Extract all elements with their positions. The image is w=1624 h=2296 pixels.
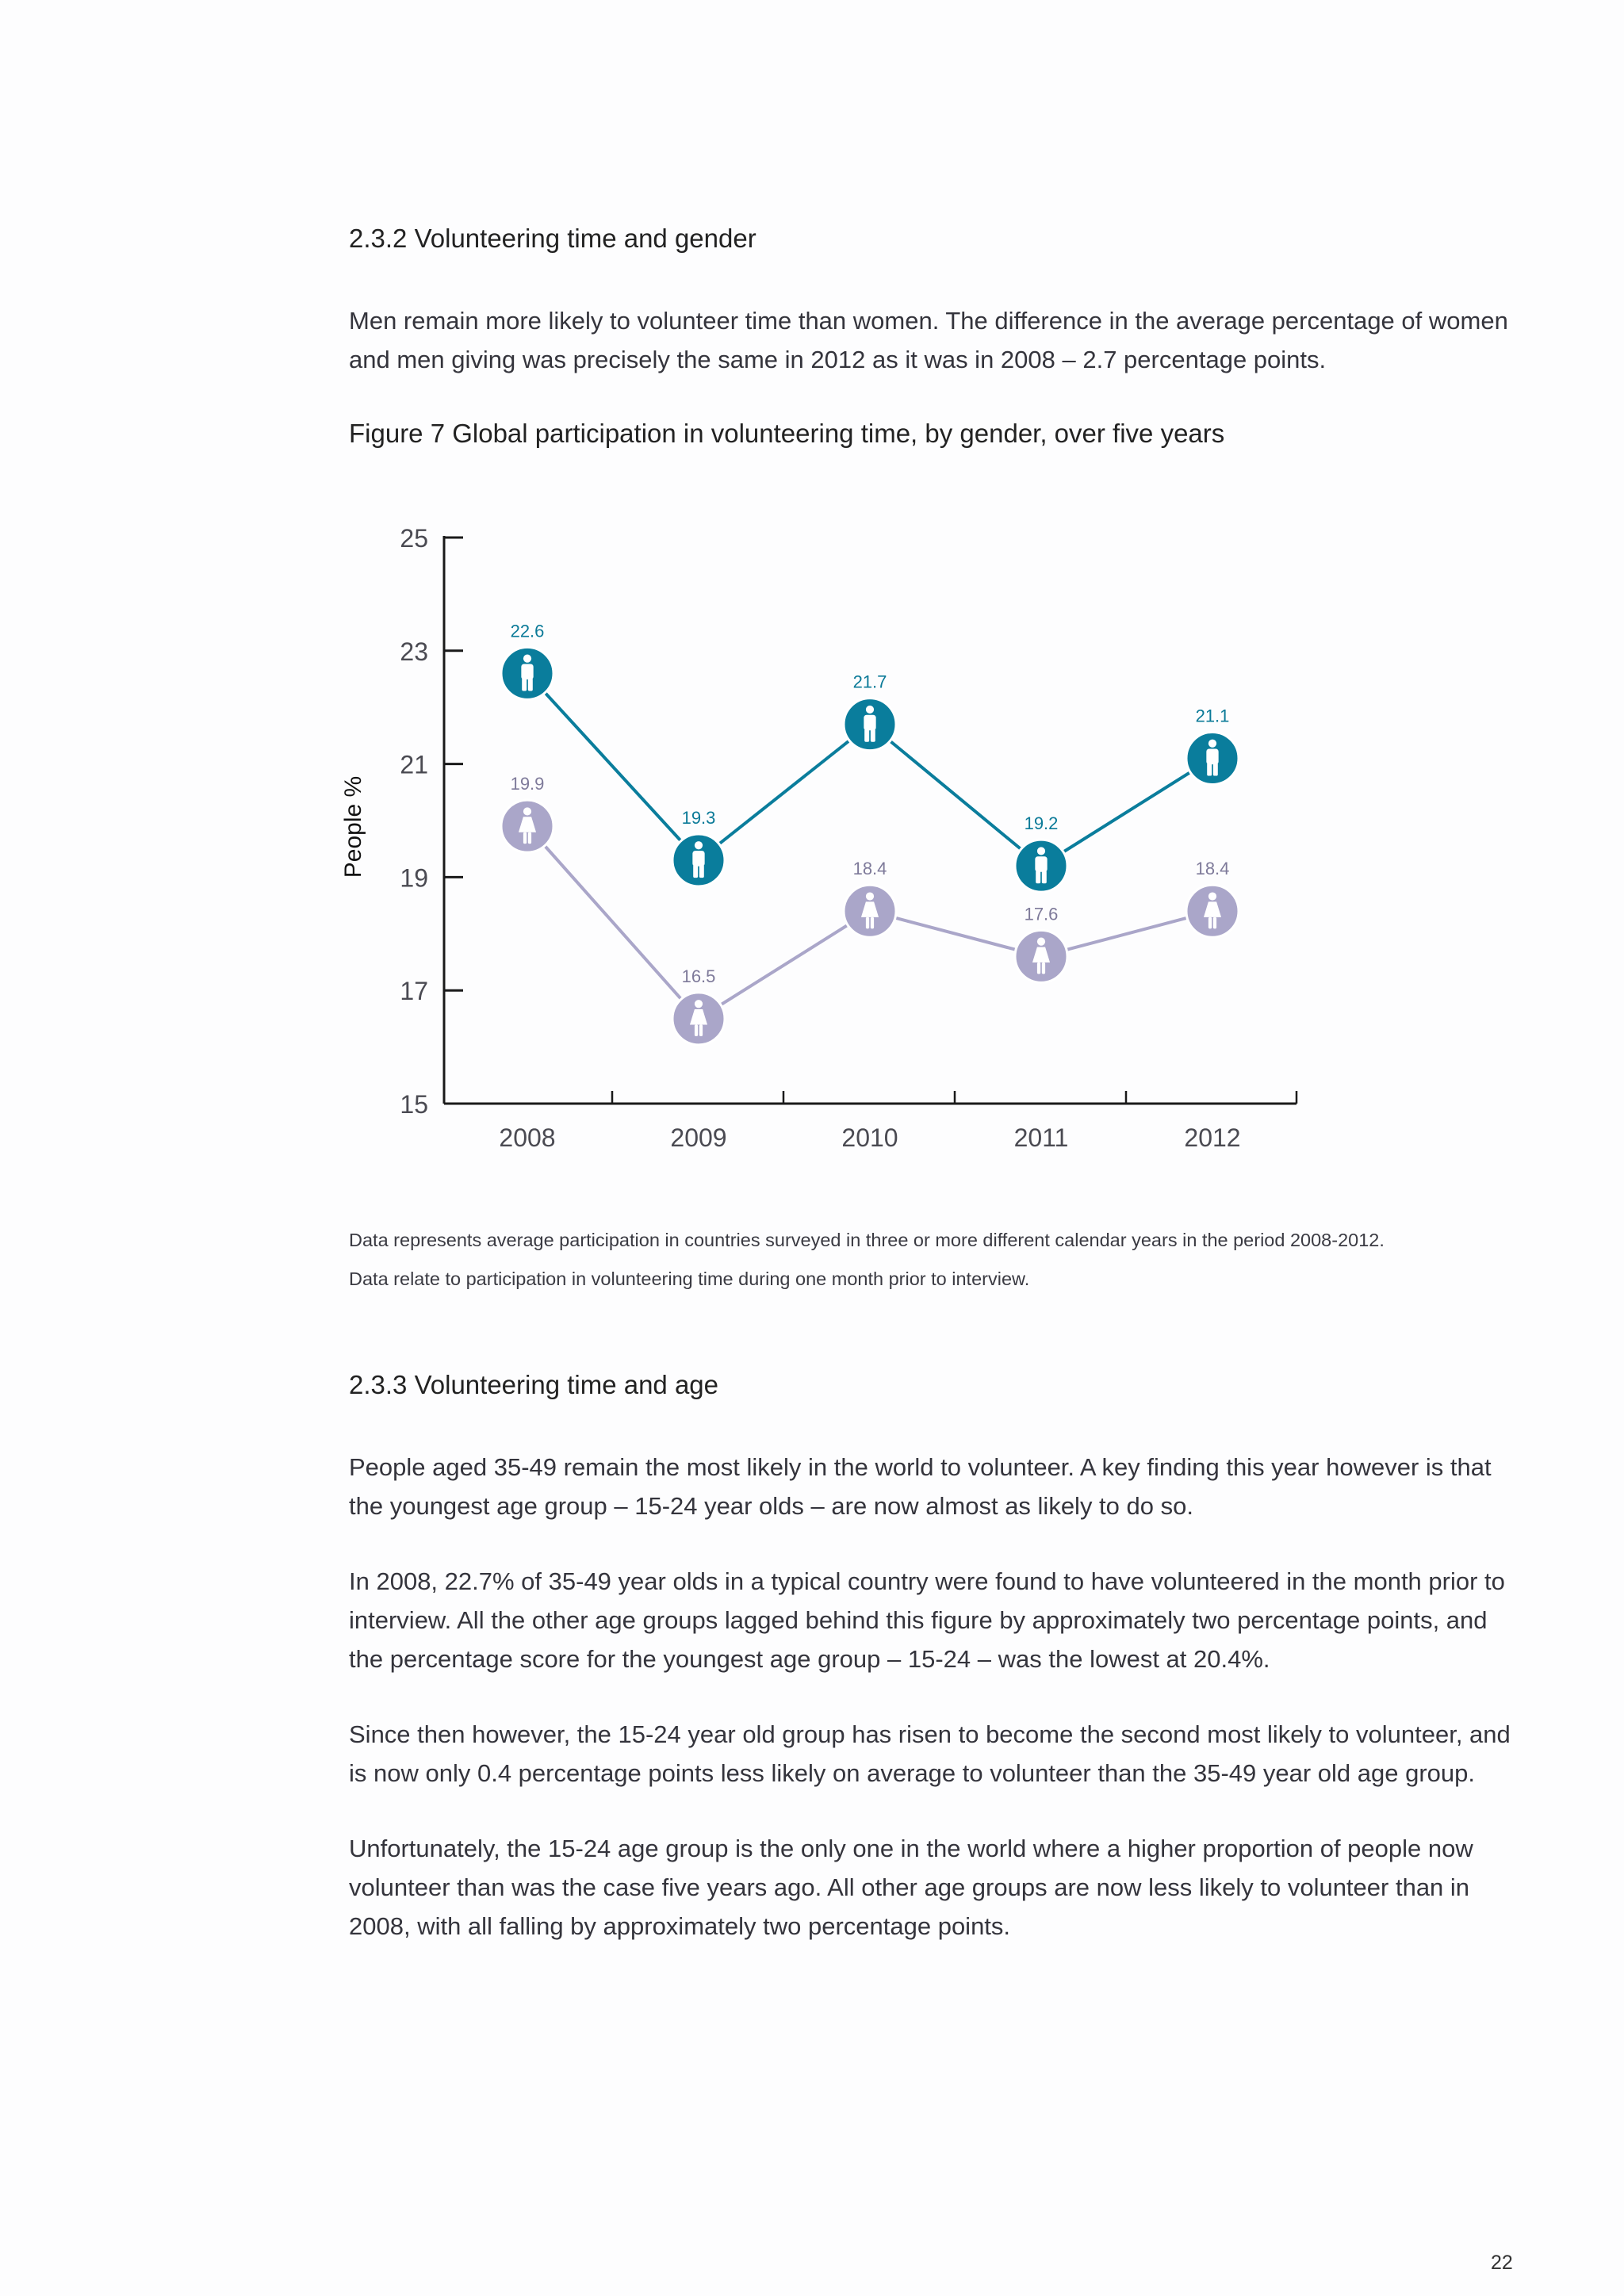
section-2-3-3: 2.3.3 Volunteering time and age — [349, 1370, 1522, 1400]
men-data-point — [500, 645, 555, 701]
age-paragraph-3: Since then however, the 15-24 year old g… — [349, 1720, 1511, 1787]
men-data-point — [842, 697, 898, 752]
age-paragraph-1: People aged 35-49 remain the most likely… — [349, 1453, 1492, 1520]
women-data-point — [1013, 928, 1069, 984]
y-tick-label: 17 — [400, 977, 428, 1005]
age-paragraph-4: Unfortunately, the 15-24 age group is th… — [349, 1835, 1473, 1940]
y-tick-label: 25 — [400, 524, 428, 553]
men-data-point — [671, 832, 726, 888]
men-data-label: 22.6 — [511, 621, 545, 641]
age-paragraph-2: In 2008, 22.7% of 35-49 year olds in a t… — [349, 1567, 1505, 1673]
figure-notes: Data represents average participation in… — [349, 1221, 1522, 1299]
y-tick-label: 21 — [400, 751, 428, 779]
chart-axes: 15 17 19 21 23 25 2008 2009 2010 2011 2012 People % — [340, 524, 1298, 1152]
section-heading-gender: 2.3.2 Volunteering time and gender — [349, 224, 756, 253]
y-tick-label: 19 — [400, 863, 428, 892]
gender-paragraph: Men remain more likely to volunteer time… — [349, 307, 1508, 373]
men-data-point — [1013, 838, 1069, 894]
y-tick-label: 23 — [400, 637, 428, 666]
women-data-label: 18.4 — [1196, 859, 1230, 878]
x-tick-label: 2009 — [670, 1123, 726, 1152]
women-data-label: 18.4 — [853, 859, 887, 878]
figure-note-1: Data represents average participation in… — [349, 1230, 1385, 1250]
men-data-label: 21.1 — [1196, 706, 1230, 725]
figure-caption-block: Figure 7 Global participation in volunte… — [349, 419, 1522, 449]
participation-line-chart: 15 17 19 21 23 25 2008 2009 2010 2011 2012 People %… — [340, 524, 1298, 1152]
age-paragraph-4-block: Unfortunately, the 15-24 age group is th… — [349, 1829, 1522, 1946]
men-data-label: 19.3 — [682, 808, 716, 828]
age-paragraph-2-block: In 2008, 22.7% of 35-49 year olds in a t… — [349, 1562, 1522, 1678]
page-number: 22 — [1491, 2252, 1513, 2274]
men-data-label: 19.2 — [1025, 813, 1059, 833]
women-data-label: 16.5 — [682, 966, 716, 986]
age-paragraph-1-block: People aged 35-49 remain the most likely… — [349, 1448, 1522, 1525]
women-data-point — [1185, 883, 1240, 939]
men-data-label: 21.7 — [853, 672, 887, 692]
x-tick-label: 2010 — [841, 1123, 898, 1152]
y-axis-title: People % — [340, 776, 366, 878]
gender-paragraph-block: Men remain more likely to volunteer time… — [349, 301, 1522, 379]
x-tick-label: 2011 — [1014, 1123, 1069, 1152]
x-tick-label: 2008 — [499, 1123, 555, 1152]
x-tick-label: 2012 — [1184, 1123, 1240, 1152]
y-tick-label: 15 — [400, 1090, 428, 1119]
figure-caption: Figure 7 Global participation in volunte… — [349, 419, 1225, 448]
women-data-point — [500, 798, 555, 854]
section-2-3-2: 2.3.2 Volunteering time and gender — [349, 224, 1522, 254]
chart-labels: 19.9 16.5 18.4 17.6 18.4 22.6 19.3 21.7 19.2 21.1 — [511, 621, 1230, 986]
age-paragraph-3-block: Since then however, the 15-24 year old g… — [349, 1715, 1522, 1793]
chart-series — [500, 645, 1240, 1047]
section-heading-age: 2.3.3 Volunteering time and age — [349, 1370, 719, 1399]
figure-note-2: Data relate to participation in voluntee… — [349, 1269, 1030, 1289]
men-data-point — [1185, 730, 1240, 786]
women-data-point — [671, 991, 726, 1047]
women-data-label: 19.9 — [511, 774, 545, 794]
women-data-label: 17.6 — [1025, 904, 1059, 924]
women-data-point — [842, 883, 898, 939]
